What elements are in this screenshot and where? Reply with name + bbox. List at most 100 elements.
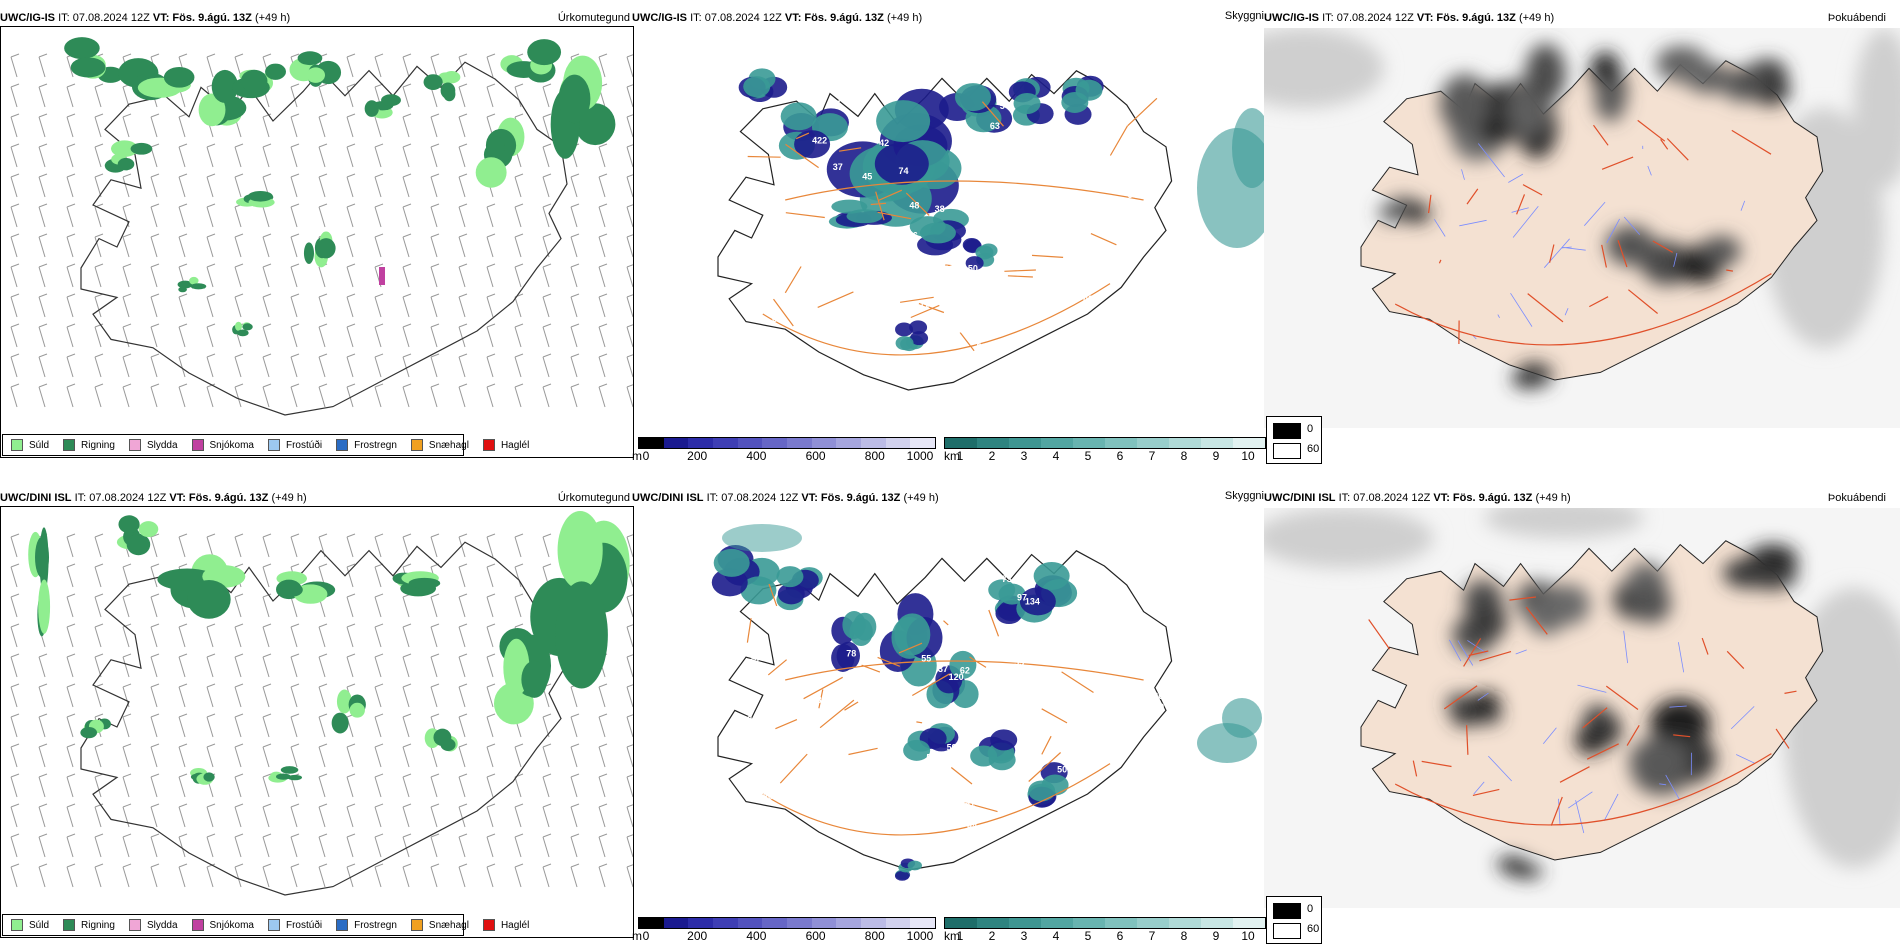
wind-barb-flag [262, 143, 272, 148]
visibility-value: 84 [800, 164, 810, 174]
visibility-value: 61 [965, 798, 975, 808]
wind-barb-flag [346, 803, 356, 808]
wind-barb-flag [402, 623, 412, 628]
wind-barb-flag [542, 563, 552, 568]
wind-barb-flag [150, 743, 160, 748]
visibility-value: 51 [1007, 777, 1017, 787]
wind-barb-flag [66, 173, 76, 178]
legend-swatch [191, 919, 204, 931]
visibility-area [794, 130, 831, 159]
wind-barb [38, 116, 46, 138]
precip-area [557, 510, 603, 590]
road-network [746, 583, 1144, 836]
visibility-value: 65 [1018, 687, 1028, 697]
wind-barb-flag [122, 593, 132, 598]
colorbar-step [1041, 918, 1073, 928]
wind-barb-flag [10, 293, 20, 298]
wind-barb [430, 116, 438, 138]
wind-barb-flag [10, 263, 20, 268]
wind-barb-flag [346, 263, 356, 268]
wind-barb [122, 356, 130, 378]
wind-barb-flag [598, 863, 608, 868]
colorbar-tick: 1000 [906, 929, 934, 943]
wind-barb [150, 146, 158, 168]
wind-barb [542, 836, 550, 858]
wind-barb-flag [38, 113, 48, 118]
legend-label: Snjókoma [209, 439, 254, 451]
colorbar-strip [638, 917, 936, 929]
wind-barb [262, 266, 270, 288]
wind-barb-flag [626, 84, 633, 88]
wind-barb-flag [346, 293, 356, 298]
wind-barb [374, 206, 382, 228]
wind-barb [122, 836, 130, 858]
wind-barb [486, 596, 494, 618]
wind-barb [10, 716, 18, 738]
wind-barb [262, 206, 270, 228]
wind-barb [10, 206, 18, 228]
wind-barb-flag [626, 54, 633, 58]
visibility-value: 44 [967, 821, 977, 831]
wind-barb-flag [150, 593, 160, 598]
legend-swatch [336, 919, 349, 931]
wind-barb [402, 776, 410, 798]
wind-barb-flag [542, 833, 552, 838]
wind-barb-flag [178, 383, 188, 388]
wind-barb-flag [290, 863, 300, 868]
wind-barb-flag [430, 593, 440, 598]
visibility-value: 77 [830, 264, 840, 274]
wind-barb [178, 686, 186, 708]
wind-barb-flag [374, 383, 384, 388]
wind-barb-flag [234, 833, 244, 838]
wind-barb-flag [318, 563, 328, 568]
colorbar-unit: m [632, 449, 642, 463]
wind-barb [626, 686, 633, 708]
fog-legend-high-label: 60 [1307, 923, 1320, 935]
wind-barb [542, 296, 550, 318]
wind-barb-flag [66, 863, 76, 868]
wind-barb-flag [290, 713, 300, 718]
wind-barb-flag [514, 383, 524, 388]
visibility-value: 63 [990, 121, 1000, 131]
wind-barb [206, 176, 214, 198]
visibility-area [990, 729, 1018, 751]
wind-barb-flag [318, 653, 328, 658]
wind-barb [206, 236, 214, 258]
wind-barb-flag [318, 143, 328, 148]
wind-barb-flag [458, 383, 468, 388]
model-name: UWC/IG-IS [0, 12, 55, 24]
colorbar-step [910, 438, 936, 448]
colorbar-tick: 8 [1180, 929, 1188, 943]
wind-barb-flag [598, 773, 608, 778]
precip-area [297, 51, 323, 66]
precip-area [247, 190, 273, 202]
wind-barb-flag [38, 53, 48, 58]
legend-label: Snjókoma [209, 919, 254, 931]
wind-barb [66, 146, 74, 168]
colorbar-step [885, 438, 911, 448]
wind-barb-flag [150, 113, 160, 118]
wind-barb [290, 296, 298, 318]
wind-barb [10, 536, 18, 558]
visibility-value: 63 [772, 314, 782, 324]
wind-barb [514, 206, 522, 228]
wind-barb-flag [290, 563, 300, 568]
wind-barb [178, 866, 186, 888]
wind-barb [94, 146, 102, 168]
elevation-colorbar: m 0 200 400 600 800 1000 [632, 917, 936, 943]
wind-barb-flag [374, 203, 384, 208]
wind-barb [206, 146, 214, 168]
legend-label: Slydda [146, 919, 178, 931]
wind-barb [94, 776, 102, 798]
wind-barb [234, 866, 242, 888]
wind-barb-flag [206, 323, 216, 328]
legend-label: Rigning [81, 439, 115, 451]
wind-barb-flag [458, 593, 468, 598]
wind-barb-flag [430, 383, 440, 388]
wind-barb [66, 806, 74, 828]
legend-label: Rigning [81, 919, 115, 931]
wind-barb [374, 806, 382, 828]
wind-barb-flag [290, 623, 300, 628]
legend-item: Frostregn [336, 919, 397, 931]
wind-barb [178, 836, 186, 858]
